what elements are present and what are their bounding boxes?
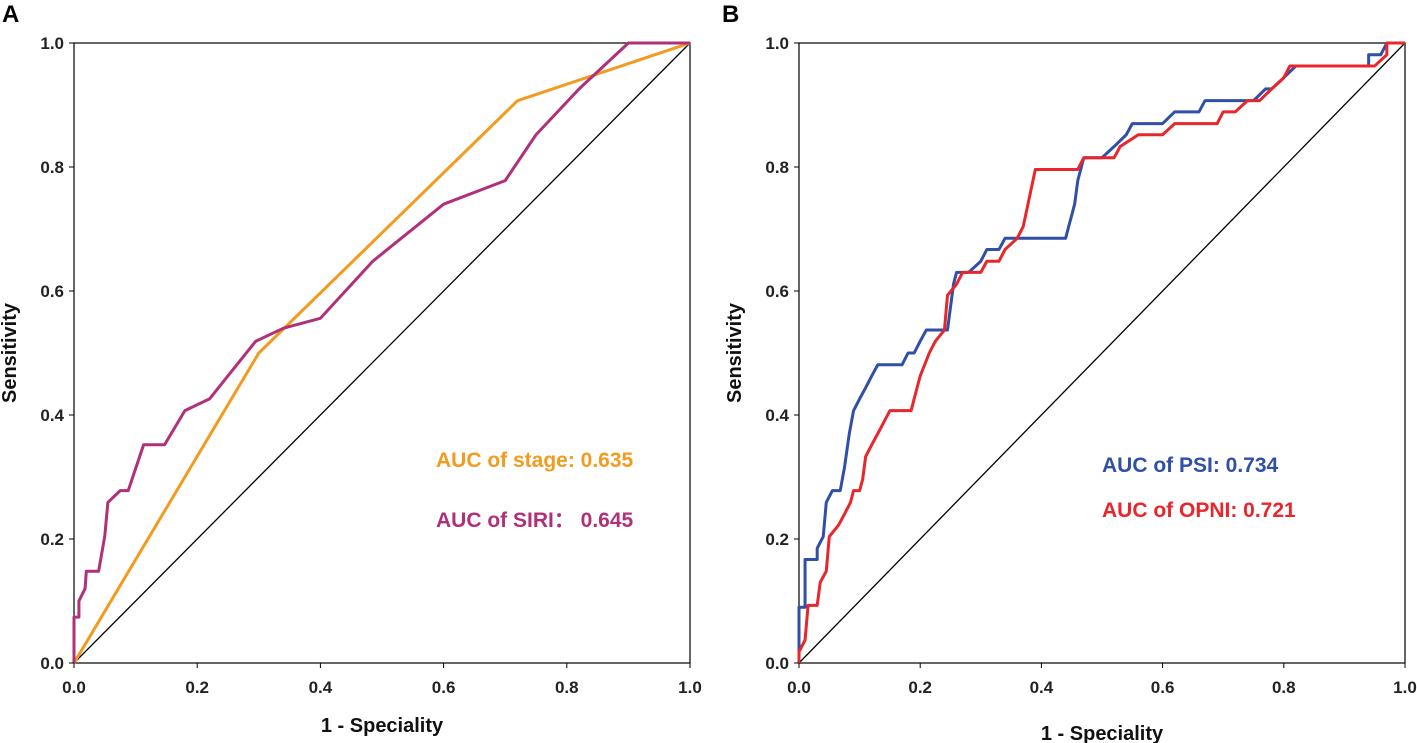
panel-b-y-tick-label: 0.8 <box>765 158 789 177</box>
panel-b-x-tick-label: 0.4 <box>1030 678 1054 697</box>
panel-b-x-tick-label: 1.0 <box>1393 678 1417 697</box>
panel-a-y-tick-label: 0.8 <box>40 158 64 177</box>
panel-b-x-tick-label: 0.8 <box>1272 678 1296 697</box>
panel-a-plot-frame <box>73 42 691 664</box>
panel-a-y-tick-label: 0.2 <box>40 530 64 549</box>
panel-b-y-tick-label: 0.0 <box>765 654 789 673</box>
panel-a-x-tick-label: 1.0 <box>678 678 702 697</box>
panel-a-auc-stage-annotation: AUC of stage: 0.635 <box>436 449 634 472</box>
panel-b-x-tick-label: 0.2 <box>908 678 932 697</box>
panel-b-y-tick-label: 0.6 <box>765 282 789 301</box>
panel-a-auc-siri-annotation: AUC of SIRI： 0.645 <box>436 509 634 532</box>
panel-a-reference-diagonal <box>73 42 691 664</box>
panel-a-x-tick-label: 0.2 <box>185 678 209 697</box>
panel-b-auc-opni-annotation: AUC of OPNI: 0.721 <box>1102 499 1296 522</box>
panel-b-y-tick-label: 0.4 <box>765 406 789 425</box>
panel-b-plot-frame <box>798 42 1406 664</box>
panel-b-letter: B <box>722 1 739 28</box>
panel-a-y-tick-label: 1.0 <box>40 34 64 53</box>
panel-b-series-opni-line <box>797 41 1405 663</box>
panel-a-x-tick-label: 0.0 <box>62 678 86 697</box>
panel-b-chart: B 0.0 0.2 0.4 0.6 0.8 1.0 0.0 0.2 0.4 0.6 0.8 1.0 1… <box>722 1 1417 743</box>
panel-a-x-tick-label: 0.8 <box>555 678 579 697</box>
panel-b-auc-psi-annotation: AUC of PSI: 0.734 <box>1102 454 1279 477</box>
panel-b-x-axis-title: 1 - Speciality <box>1041 723 1164 743</box>
panel-a-x-tick-label: 0.6 <box>432 678 456 697</box>
panel-b-x-tick-label: 0.0 <box>787 678 811 697</box>
panel-a-letter: A <box>2 1 19 28</box>
panel-b-y-axis-title: Sensitivity <box>724 302 746 403</box>
panel-b-y-tick-label: 1.0 <box>765 34 789 53</box>
panel-a-y-tick-label: 0.0 <box>40 654 64 673</box>
panel-a-y-axis-title: Sensitivity <box>0 302 21 403</box>
panel-a-series-siri-line <box>72 41 690 663</box>
panel-a-y-tick-label: 0.6 <box>40 282 64 301</box>
panel-b-reference-diagonal <box>798 42 1406 664</box>
panel-a-series-stage-line <box>72 41 691 664</box>
panel-a-y-tick-label: 0.4 <box>40 406 64 425</box>
panel-a-chart: A 0.0 0.2 0.4 0.6 0.8 1.0 0.0 0.2 0.4 0.6 0.8 1.0 1… <box>0 1 702 737</box>
panel-a-x-axis-title: 1 - Speciality <box>321 715 444 737</box>
panel-b-y-tick-label: 0.2 <box>765 530 789 549</box>
panel-a-x-tick-label: 0.4 <box>309 678 333 697</box>
panel-b-x-tick-label: 0.6 <box>1151 678 1175 697</box>
